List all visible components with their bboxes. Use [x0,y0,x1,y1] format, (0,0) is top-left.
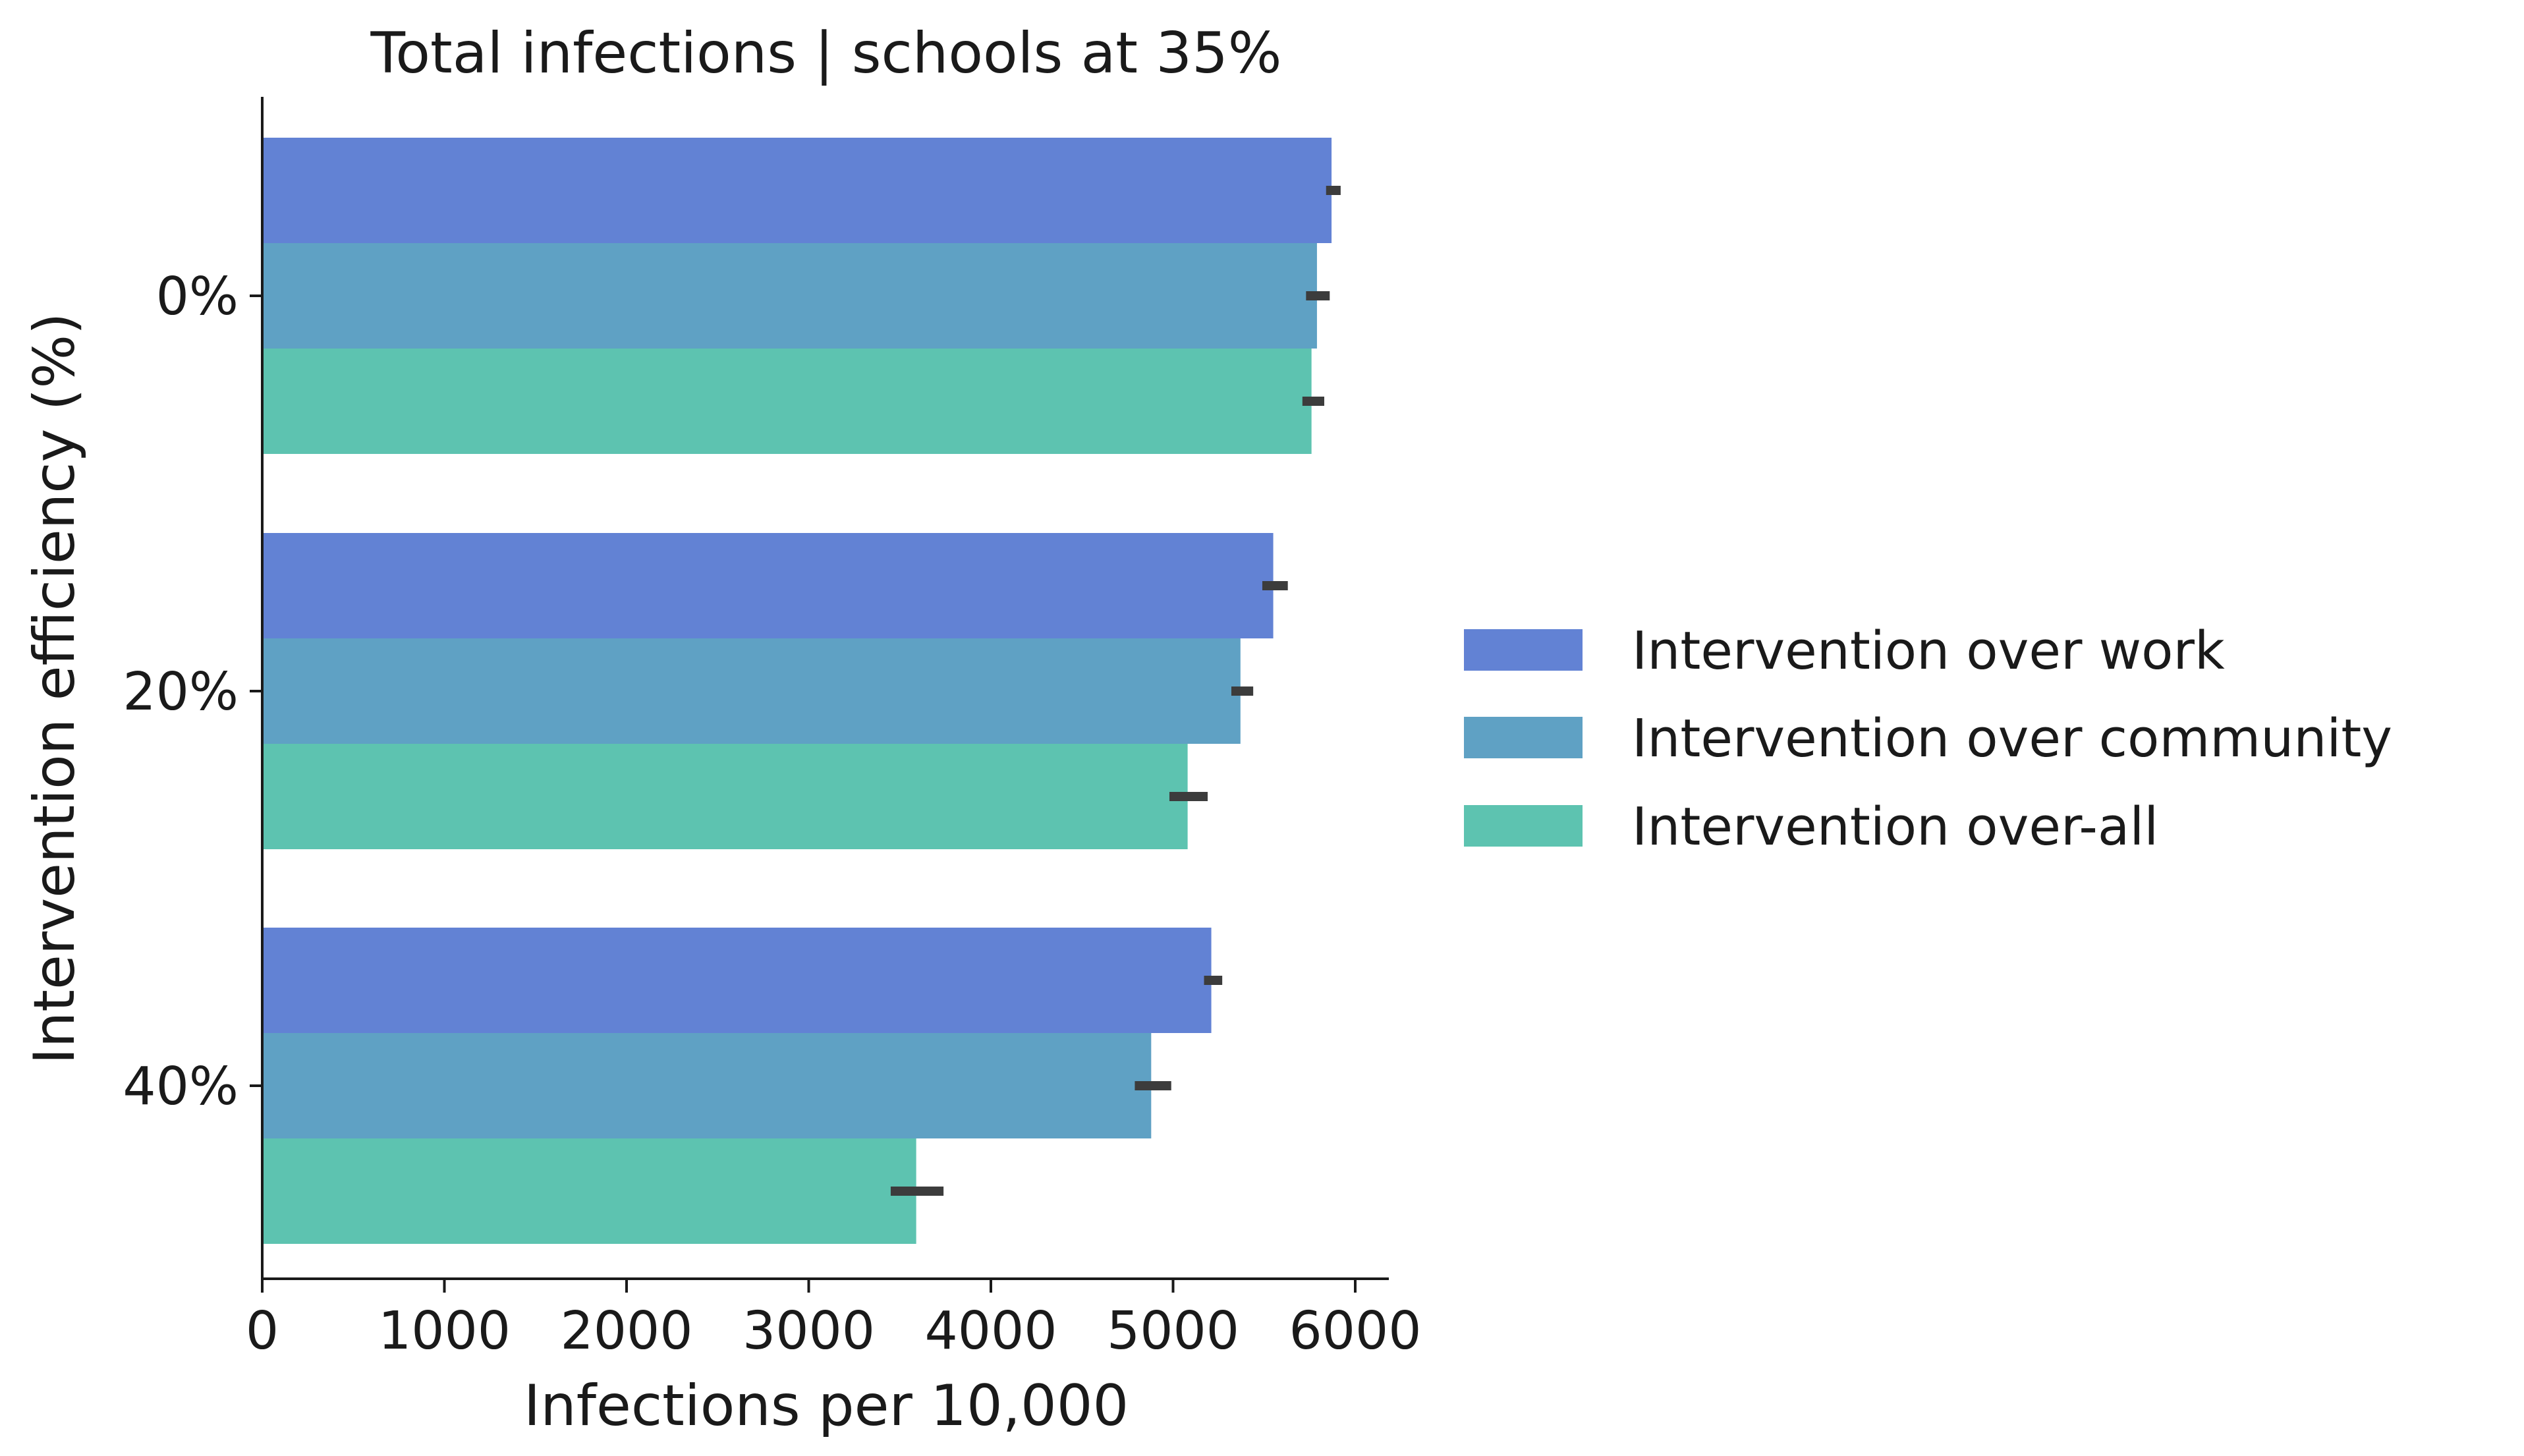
chart-title: Total infections | schools at 35% [370,20,1281,86]
y-ticks: 0% 20% 40% [123,266,262,1117]
bar [262,138,1332,243]
legend: Intervention over work Intervention over … [1464,621,2392,857]
legend-label: Intervention over work [1632,621,2225,681]
x-tick-label: 6000 [1289,1301,1421,1361]
bar [262,928,1212,1033]
bar [262,744,1188,849]
y-axis-label: Intervention efficiency (%) [22,312,88,1064]
x-tick-label: 4000 [924,1301,1057,1361]
error-bars-layer [890,186,1341,1196]
x-tick-label: 3000 [743,1301,875,1361]
bar [262,638,1241,744]
x-tick-label: 2000 [560,1301,692,1361]
x-tick-label: 1000 [378,1301,511,1361]
bars-layer [262,138,1332,1244]
legend-label: Intervention over community [1632,708,2392,769]
bar [262,349,1312,454]
legend-label: Intervention over-all [1632,797,2158,857]
legend-swatch [1464,805,1583,847]
y-tick-label: 40% [123,1056,238,1117]
bar [262,1033,1152,1138]
bar [262,1138,916,1244]
x-ticks: 0 1000 2000 3000 4000 5000 6000 [246,1280,1422,1361]
x-axis-label: Infections per 10,000 [524,1373,1129,1439]
legend-swatch [1464,629,1583,671]
y-tick-label: 0% [156,266,238,327]
bar [262,533,1274,638]
legend-swatch [1464,717,1583,758]
bar [262,243,1317,349]
x-tick-label: 5000 [1107,1301,1239,1361]
y-tick-label: 20% [123,661,238,722]
x-tick-label: 0 [246,1301,279,1361]
